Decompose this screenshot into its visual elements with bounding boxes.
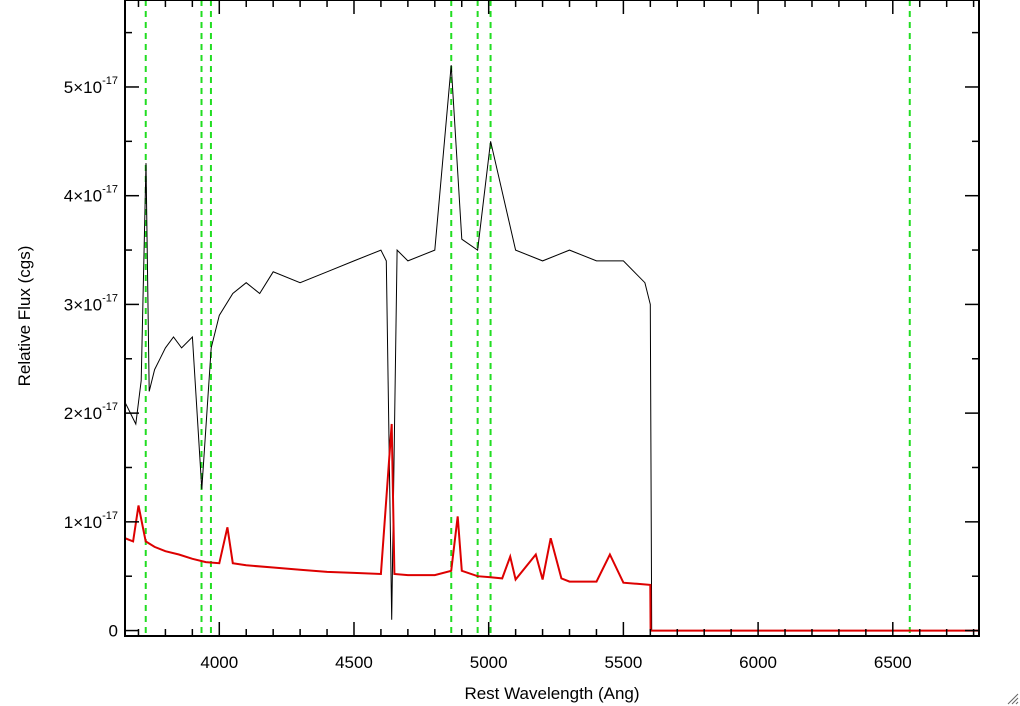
resize-grip-icon[interactable] [1007, 693, 1019, 705]
y-tick-mantissa: 5×10 [64, 78, 102, 97]
series-line-1 [124, 65, 979, 632]
y-tick-labels: 01×10-172×10-173×10-174×10-175×10-17 [64, 75, 118, 641]
x-tick-labels: 4000 4500 5000 5500 6000 6500 [200, 653, 911, 672]
x-tick-label: 6000 [739, 653, 777, 672]
y-tick-mantissa: 0 [109, 622, 118, 641]
y-tick-exponent: -17 [102, 184, 118, 196]
y-tick-label: 0 [109, 622, 118, 641]
x-tick-label: 6500 [874, 653, 912, 672]
x-axis-label: Rest Wavelength (Ang) [464, 684, 639, 703]
x-tick-label: 4500 [335, 653, 373, 672]
reference-lines [144, 0, 911, 636]
y-tick-mantissa: 3×10 [64, 295, 102, 314]
y-tick-label: 3×10-17 [64, 292, 118, 314]
x-tick-label: 5500 [604, 653, 642, 672]
series-line-2 [124, 423, 979, 632]
y-tick-exponent: -17 [102, 510, 118, 522]
y-tick-exponent: -17 [102, 292, 118, 304]
y-tick-label: 1×10-17 [64, 510, 118, 532]
y-axis-label: Relative Flux (cgs) [15, 246, 34, 387]
series-layer [124, 65, 979, 632]
plot-frame [124, 0, 980, 637]
y-tick-mantissa: 1×10 [64, 513, 102, 532]
axis-ticks [125, 0, 979, 636]
y-tick-label: 5×10-17 [64, 75, 118, 97]
y-tick-mantissa: 4×10 [64, 187, 102, 206]
x-tick-label: 5000 [470, 653, 508, 672]
y-tick-label: 2×10-17 [64, 401, 118, 423]
y-tick-exponent: -17 [102, 75, 118, 87]
y-tick-label: 4×10-17 [64, 184, 118, 206]
y-tick-mantissa: 2×10 [64, 404, 102, 423]
y-tick-exponent: -17 [102, 401, 118, 413]
x-tick-label: 4000 [200, 653, 238, 672]
